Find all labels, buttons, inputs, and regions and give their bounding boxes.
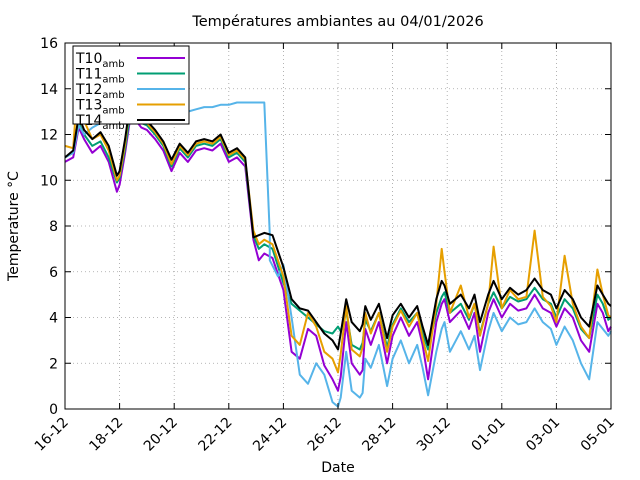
x-axis-label: Date	[321, 460, 354, 476]
legend-series-name: T14	[75, 113, 102, 129]
y-tick-label: 6	[49, 265, 58, 281]
series-line-t10	[64, 110, 612, 392]
y-tick-label: 0	[49, 402, 58, 418]
chart-title: Températures ambiantes au 04/01/2026	[191, 14, 483, 30]
y-tick-label: 12	[40, 128, 58, 144]
legend-series-subscript: amb	[102, 59, 124, 70]
legend-label: T10amb	[75, 51, 125, 70]
legend-series-subscript: amb	[102, 106, 124, 117]
y-tick-label: 8	[49, 219, 58, 235]
legend-series-subscript: amb	[102, 75, 124, 86]
legend-series-name: T11	[75, 67, 102, 83]
legend-series-name: T12	[75, 82, 102, 98]
legend-label: T12amb	[75, 82, 125, 101]
legend-label: T11amb	[75, 67, 125, 86]
legend-series-subscript: amb	[102, 121, 124, 132]
y-tick-label: 2	[49, 356, 58, 372]
y-tick-label: 10	[40, 173, 58, 189]
legend-label: T13amb	[75, 98, 125, 117]
y-tick-label: 16	[40, 36, 58, 52]
legend-series-subscript: amb	[102, 90, 124, 101]
legend-series-name: T10	[75, 51, 102, 67]
y-axis-label: Temperature °C	[6, 171, 22, 282]
legend-label: T14amb	[75, 113, 125, 132]
legend-series-name: T13	[75, 98, 102, 114]
y-tick-label: 14	[40, 82, 58, 98]
y-tick-label: 4	[49, 311, 58, 327]
